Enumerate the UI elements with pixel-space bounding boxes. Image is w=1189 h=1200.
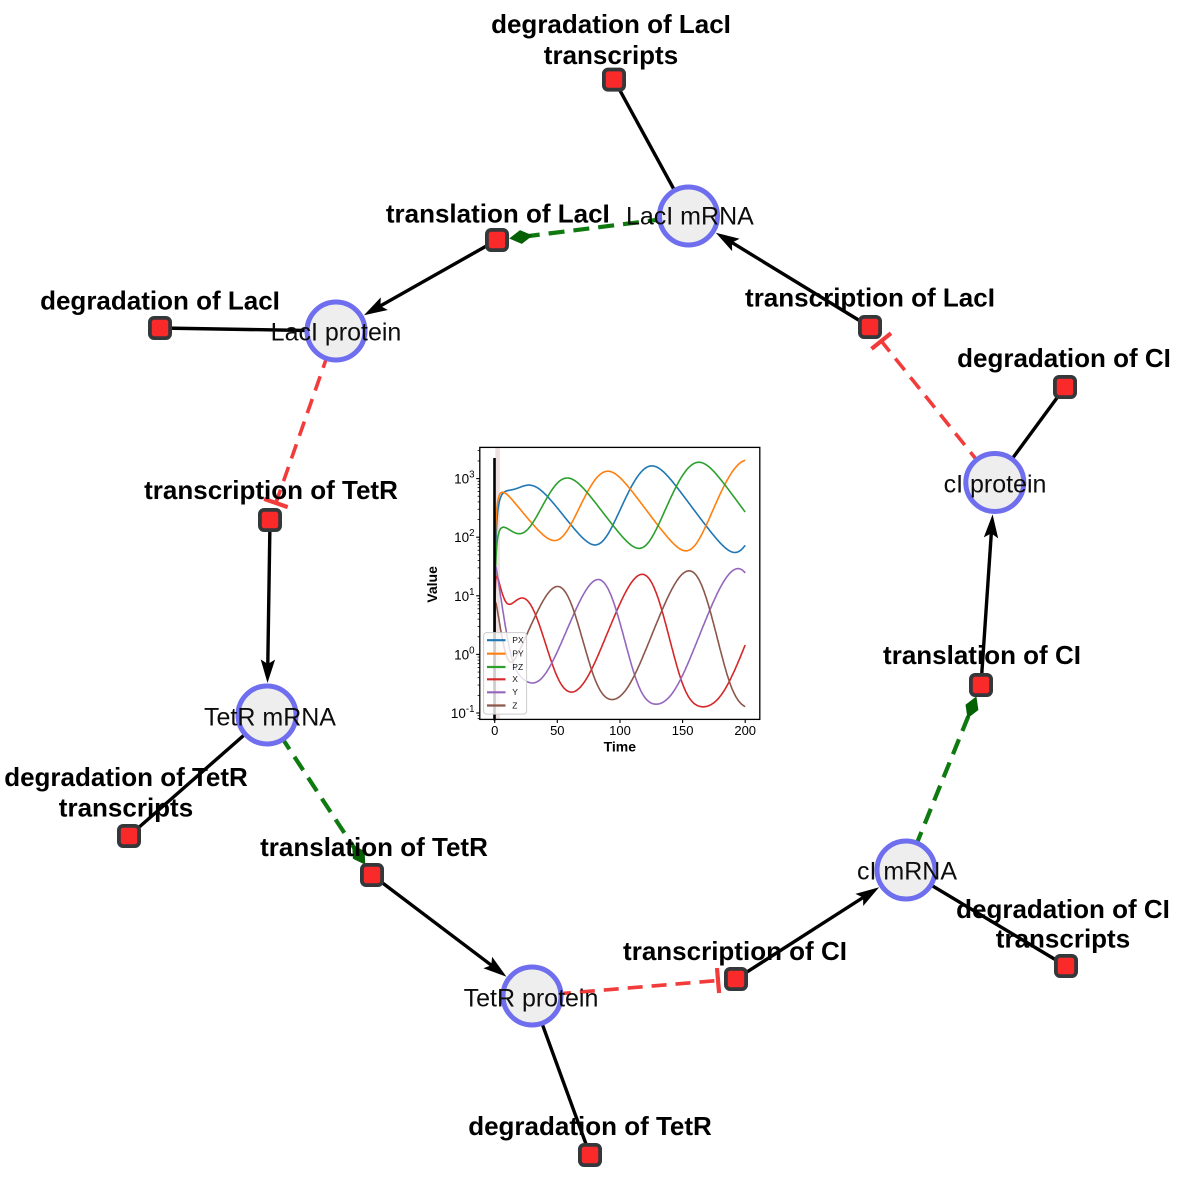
svg-text:translation of TetR: translation of TetR: [260, 832, 488, 862]
svg-text:transcripts: transcripts: [996, 924, 1130, 954]
svg-text:LacI mRNA: LacI mRNA: [626, 203, 754, 231]
svg-text:degradation of TetR: degradation of TetR: [468, 1111, 712, 1141]
svg-text:degradation of CI: degradation of CI: [956, 894, 1170, 924]
svg-text:TetR mRNA: TetR mRNA: [204, 704, 336, 732]
svg-text:translation of CI: translation of CI: [883, 640, 1081, 670]
svg-text:cI protein: cI protein: [944, 471, 1047, 499]
svg-text:LacI protein: LacI protein: [271, 319, 402, 347]
svg-text:transcripts: transcripts: [544, 40, 678, 70]
svg-text:degradation of TetR: degradation of TetR: [4, 762, 248, 792]
svg-text:transcripts: transcripts: [59, 793, 193, 823]
svg-text:100: 100: [609, 723, 631, 738]
svg-text:TetR protein: TetR protein: [464, 985, 599, 1013]
svg-text:Z: Z: [512, 700, 517, 710]
svg-text:cI mRNA: cI mRNA: [857, 858, 957, 886]
svg-text:PZ: PZ: [512, 662, 523, 672]
svg-text:200: 200: [734, 723, 756, 738]
svg-text:Time: Time: [604, 739, 637, 755]
svg-text:150: 150: [672, 723, 694, 738]
svg-text:Value: Value: [424, 566, 440, 603]
svg-text:X: X: [512, 674, 518, 684]
svg-text:transcription of LacI: transcription of LacI: [745, 283, 995, 313]
svg-text:transcription of TetR: transcription of TetR: [144, 475, 398, 505]
svg-text:Y: Y: [512, 687, 518, 697]
svg-text:transcription of CI: transcription of CI: [623, 936, 847, 966]
svg-text:50: 50: [550, 723, 564, 738]
svg-text:PX: PX: [512, 635, 524, 645]
svg-text:degradation of LacI: degradation of LacI: [40, 286, 280, 316]
svg-text:degradation of LacI: degradation of LacI: [491, 9, 731, 39]
svg-text:translation of LacI: translation of LacI: [386, 199, 610, 229]
svg-text:PY: PY: [512, 649, 524, 659]
svg-text:degradation of CI: degradation of CI: [957, 343, 1171, 373]
svg-text:0: 0: [491, 723, 498, 738]
